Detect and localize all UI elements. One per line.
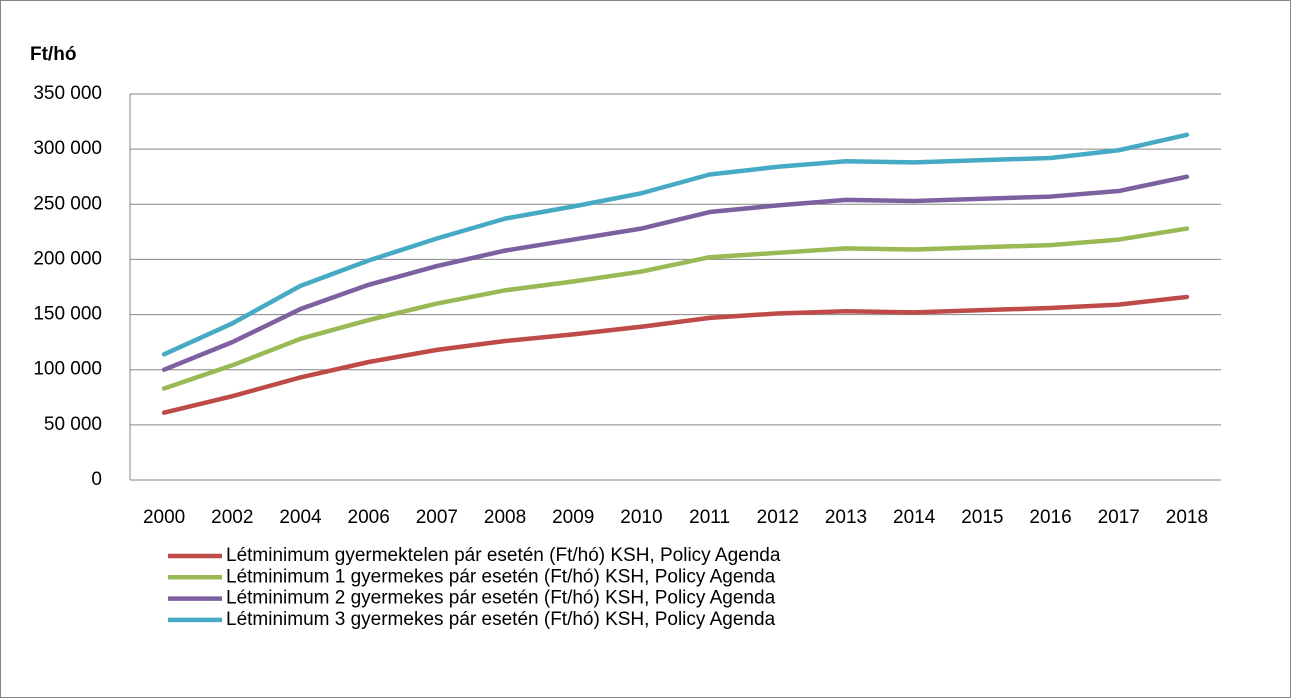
x-tick-label: 2016: [1029, 507, 1071, 528]
legend-label: Létminimum 2 gyermekes pár esetén (Ft/hó…: [226, 588, 776, 609]
series-line: [161, 294, 1190, 415]
x-tick-label: 2008: [484, 507, 526, 528]
x-tick-label: 2006: [348, 507, 390, 528]
y-tick-label: 250 000: [33, 193, 102, 214]
x-tick-label: 2010: [620, 507, 662, 528]
x-tick-label: 2009: [552, 507, 594, 528]
y-tick-label: 300 000: [33, 138, 102, 159]
x-tick-label: 2000: [143, 507, 185, 528]
x-tick-label: 2013: [825, 507, 867, 528]
series-line: [161, 132, 1190, 357]
legend-label: Létminimum 3 gyermekes pár esetén (Ft/hó…: [226, 609, 776, 630]
series-line: [161, 226, 1190, 391]
legend-label: Létminimum 1 gyermekes pár esetén (Ft/hó…: [226, 566, 776, 587]
y-tick-label: 50 000: [44, 414, 102, 435]
x-tick-label: 2015: [961, 507, 1003, 528]
series-line: [161, 174, 1190, 372]
x-tick-label: 2012: [757, 507, 799, 528]
legend-label: Létminimum gyermektelen pár esetén (Ft/h…: [226, 545, 781, 566]
x-tick-label: 2018: [1166, 507, 1208, 528]
y-tick-label: 100 000: [33, 359, 102, 380]
x-tick-label: 2014: [893, 507, 936, 528]
x-tick-label: 2004: [279, 507, 322, 528]
x-tick-label: 2017: [1098, 507, 1140, 528]
y-tick-label: 200 000: [33, 248, 102, 269]
x-tick-label: 2007: [416, 507, 458, 528]
y-tick-label: 0: [91, 469, 102, 490]
y-tick-label: 150 000: [33, 304, 102, 325]
y-tick-label: 350 000: [33, 83, 102, 104]
x-tick-label: 2002: [211, 507, 253, 528]
x-tick-label: 2011: [689, 507, 730, 528]
y-axis-label: Ft/hó: [30, 44, 76, 65]
